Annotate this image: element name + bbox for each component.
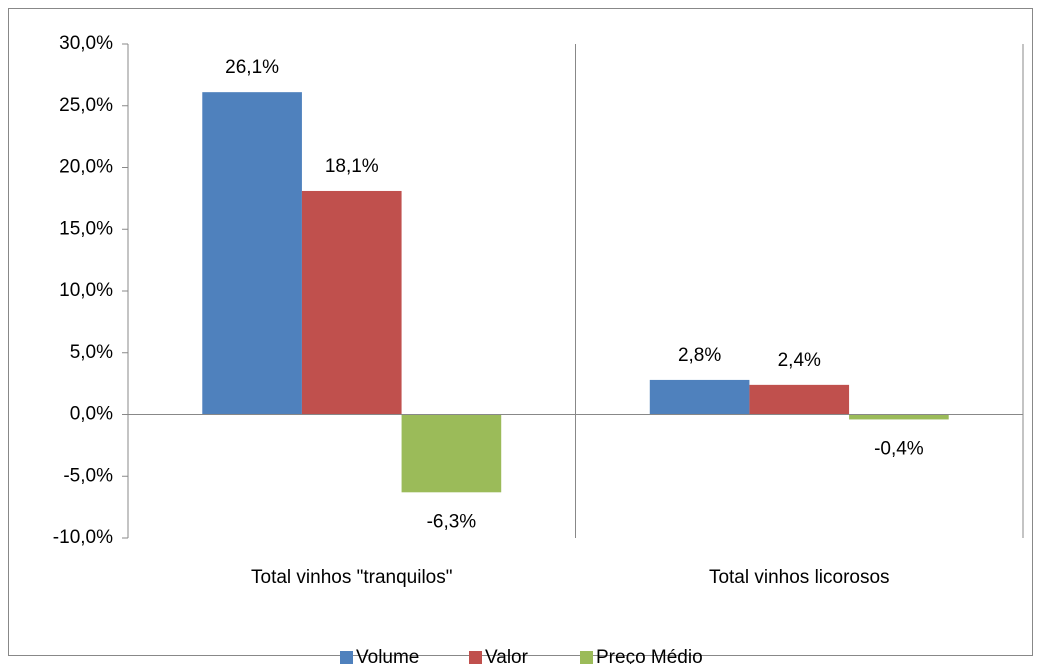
y-tick-label: 25,0% [59,95,113,116]
legend-swatch [340,651,353,664]
data-label: -6,3% [427,511,477,532]
y-tick-label: 15,0% [59,218,113,239]
y-tick-label: 0,0% [70,404,113,425]
y-tick-label: -10,0% [53,527,113,548]
y-tick-label: 30,0% [59,33,113,54]
legend-label: Volume [356,647,419,664]
y-tick-label: 5,0% [70,342,113,363]
legend-label: Valor [485,647,529,664]
data-label: -0,4% [874,438,924,459]
x-tick-label: Total vinhos licorosos [709,567,890,588]
x-tick-label: Total vinhos "tranquilos" [251,567,453,588]
bar [401,414,502,493]
y-tick-label: 20,0% [59,157,113,178]
y-tick-label: 10,0% [59,280,113,301]
data-label: 18,1% [325,156,379,177]
legend-label: Preço Médio [596,647,703,664]
bar [301,190,402,415]
bar [849,414,949,420]
y-tick-label: -5,0% [63,465,113,486]
legend-swatch [469,651,482,664]
bar [202,92,302,415]
data-label: 26,1% [225,57,279,78]
legend-swatch [580,651,593,664]
bar [749,384,850,415]
data-label: 2,8% [678,345,721,366]
data-label: 2,4% [778,350,821,371]
bar [649,379,750,415]
chart-border [8,8,1033,656]
